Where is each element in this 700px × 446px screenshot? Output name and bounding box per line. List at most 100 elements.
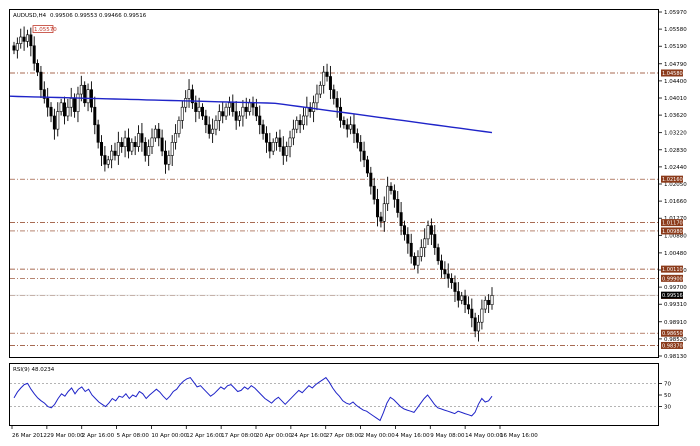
candle-body	[194, 102, 198, 112]
time-tick-label: 2 Apr 16:00	[82, 433, 115, 439]
rsi-line	[13, 376, 493, 422]
candle-body	[167, 155, 171, 165]
candle-body	[487, 299, 491, 305]
candle-body	[157, 128, 161, 139]
candle-body	[278, 137, 282, 148]
main-panel	[9, 9, 659, 358]
candle-body	[217, 111, 221, 121]
candle-body	[29, 34, 33, 47]
candle-body	[450, 278, 454, 284]
time-tick-label: 4 May 16:00	[395, 433, 430, 439]
candle-body	[318, 84, 322, 95]
candle-body	[126, 137, 130, 152]
candle-body	[423, 238, 427, 248]
candle-body	[25, 34, 29, 42]
candle-body	[143, 142, 147, 156]
time-tick-label: 24 Apr 16:00	[291, 433, 327, 439]
level-tag	[661, 341, 683, 349]
time-tick-label: 17 Apr 08:00	[221, 433, 257, 439]
candle-body	[342, 120, 346, 126]
candle-body	[396, 199, 400, 213]
candle-body	[261, 124, 265, 134]
candle-body	[59, 102, 63, 112]
candle-body	[123, 137, 127, 148]
time-tick-label: 9 May 08:00	[430, 433, 465, 439]
moving-average	[9, 95, 493, 134]
candle-body	[365, 159, 369, 174]
candle-body	[73, 98, 77, 112]
candle-body	[332, 89, 336, 99]
candle-body	[103, 155, 107, 165]
candle-body	[130, 142, 134, 152]
candle-body	[359, 142, 363, 152]
candle-body	[133, 142, 137, 148]
candle-body	[258, 115, 262, 126]
candle-body	[93, 106, 97, 126]
price-tick-label: 1.05970	[664, 10, 687, 16]
rsi-indicator: 70 50 30	[10, 376, 671, 422]
price-tick-label: 1.01660	[664, 199, 687, 205]
candle-body	[163, 150, 167, 165]
candle-body	[409, 242, 413, 257]
horizontal-levels	[10, 72, 658, 346]
candle-body	[268, 142, 272, 152]
candle-body	[477, 321, 481, 332]
candle-body	[251, 102, 255, 108]
candle-body	[116, 142, 120, 156]
price-tick-label: 0.98520	[664, 337, 687, 343]
candle-body	[62, 102, 66, 117]
price-tick-label: 0.98130	[664, 354, 687, 360]
candle-body	[456, 291, 460, 301]
candle-body	[201, 106, 205, 117]
candle-body	[463, 295, 467, 305]
high-marker-label: 1.05570	[34, 27, 57, 33]
level-tag	[661, 227, 683, 235]
price-tick-label: 1.02440	[664, 165, 687, 171]
candle-body	[36, 63, 40, 73]
candle-body	[436, 247, 440, 262]
candle-body	[402, 225, 406, 235]
candle-body	[147, 146, 151, 156]
candle-body	[446, 273, 450, 279]
candle-body	[184, 98, 188, 108]
current-price-tag	[661, 291, 683, 299]
candle-body	[315, 93, 319, 104]
candle-body	[429, 225, 433, 235]
candle-body	[69, 98, 73, 108]
candle-body	[177, 120, 181, 134]
candle-body	[234, 111, 238, 121]
candle-body	[335, 98, 339, 108]
candle-body	[106, 159, 110, 165]
price-tick-label: 1.03220	[664, 131, 687, 137]
candle-body	[241, 106, 245, 117]
candle-body	[153, 128, 157, 139]
candle-body	[42, 89, 46, 99]
time-tick-label: 26 Mar 2012	[12, 433, 47, 439]
time-tick-label: 29 Mar 00:00	[47, 433, 84, 439]
candle-body	[86, 89, 90, 104]
candle-body	[389, 185, 393, 191]
price-tick-label: 1.00480	[664, 251, 687, 257]
candle-body	[355, 133, 359, 143]
time-tick-label: 5 Apr 08:00	[117, 433, 150, 439]
candle-body	[66, 106, 70, 117]
price-tick-label: 1.00880	[664, 233, 687, 239]
candle-body	[140, 133, 144, 143]
rsi-tick-label: 50	[664, 393, 671, 399]
candle-body	[352, 124, 356, 134]
level-tag	[661, 69, 683, 77]
level-tag-label: 1.04580	[662, 71, 683, 77]
price-tick-label: 1.04790	[664, 62, 687, 68]
candle-body	[322, 71, 326, 86]
candle-body	[413, 256, 417, 266]
level-tag	[661, 265, 683, 273]
candle-body	[170, 142, 174, 156]
candle-body	[221, 111, 225, 117]
time-tick-label: 27 Apr 08:00	[326, 433, 362, 439]
level-tag	[661, 175, 683, 183]
candle-body	[291, 128, 295, 139]
candle-body	[433, 234, 437, 248]
level-tag-label: 0.98370	[662, 343, 683, 349]
price-tick-label: 1.04400	[664, 79, 687, 85]
